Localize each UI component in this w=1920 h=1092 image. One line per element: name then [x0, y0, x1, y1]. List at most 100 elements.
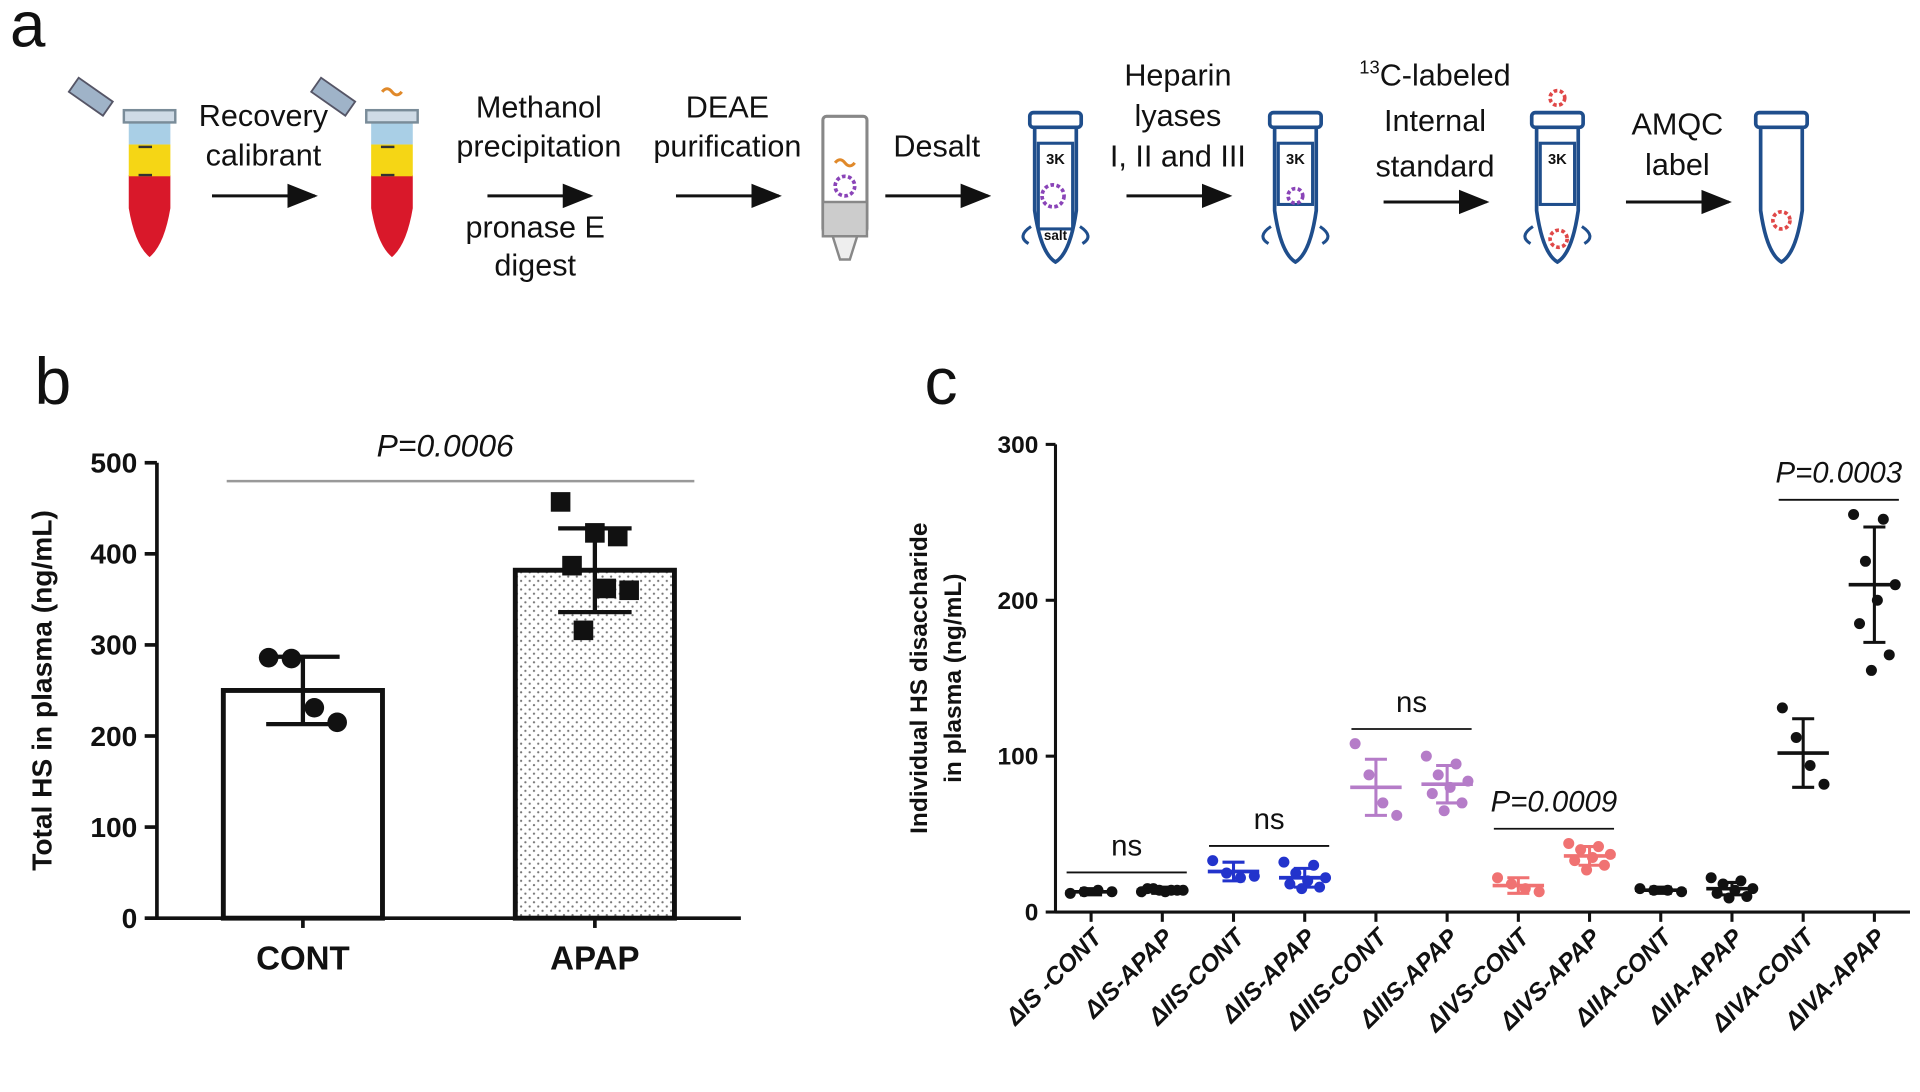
filter: [1276, 141, 1315, 206]
data-point: [1735, 875, 1747, 887]
data-point: [1207, 855, 1219, 867]
data-point: [1363, 769, 1375, 781]
data-point: [1563, 837, 1575, 849]
data-point: [573, 620, 594, 641]
data-point: [1248, 870, 1260, 882]
data-point: [1349, 738, 1361, 750]
data-point: [1391, 809, 1403, 821]
data-point: [281, 648, 302, 669]
gag: [833, 174, 857, 198]
y-axis-label: in plasma (ng/mL): [940, 574, 967, 783]
data-point: [1723, 892, 1735, 904]
column-tip: [831, 235, 859, 261]
squiggle: [380, 87, 403, 97]
pipette: [67, 76, 115, 117]
filter: [1036, 141, 1075, 231]
tube-hinge: [1021, 225, 1090, 245]
data-point: [619, 580, 639, 601]
data-point: [1865, 664, 1877, 676]
sample-red: [371, 175, 413, 258]
step-label: standard: [1375, 149, 1494, 183]
tube-rim: [122, 108, 177, 124]
sample-yellow: [371, 144, 413, 177]
y-tick-label: 500: [90, 448, 137, 479]
tube-label: 3K: [1046, 152, 1065, 168]
y-tick-label: 200: [90, 721, 137, 752]
step-label: calibrant: [206, 138, 322, 172]
data-point: [1290, 867, 1302, 879]
data-point: [1438, 805, 1450, 817]
data-point: [1308, 859, 1320, 871]
sample-top: [128, 119, 171, 145]
data-point: [1377, 797, 1389, 809]
step-label: I, II and III: [1110, 139, 1246, 173]
superscript: 13: [1359, 56, 1379, 77]
step-label: Methanol: [476, 91, 602, 125]
data-point: [1456, 797, 1468, 809]
step-label: purification: [653, 130, 801, 164]
data-point: [1717, 878, 1729, 890]
data-point: [1296, 883, 1308, 895]
significance-label: ns: [1111, 829, 1142, 862]
step-label: pronase E: [465, 210, 604, 244]
y-tick-label: 400: [90, 539, 137, 570]
y-tick-label: 0: [1025, 900, 1039, 927]
data-point: [562, 555, 582, 576]
data-point: [596, 578, 617, 599]
y-axis-label: Individual HS disaccharide: [906, 523, 933, 834]
data-point: [304, 697, 325, 718]
step-label: label: [1645, 148, 1710, 182]
tube-hinge: [1523, 225, 1592, 245]
significance-label: P=0.0006: [377, 428, 514, 464]
data-point: [1711, 887, 1723, 899]
y-tick-label: 200: [998, 588, 1039, 615]
significance-label: P=0.0009: [1491, 786, 1618, 819]
squiggle: [833, 158, 856, 168]
data-point: [585, 523, 605, 543]
data-point: [1848, 509, 1860, 521]
data-point: [1883, 649, 1895, 661]
filter: [1538, 141, 1577, 206]
data-point: [1705, 872, 1717, 884]
step-label: DEAE: [686, 91, 769, 125]
significance-label: ns: [1396, 686, 1427, 719]
data-point: [1776, 702, 1788, 714]
step-label-text: C-labeled: [1380, 59, 1511, 93]
tube-label: 3K: [1548, 152, 1567, 168]
significance-label: ns: [1254, 803, 1285, 836]
data-point: [1432, 769, 1444, 781]
data-point: [607, 526, 628, 547]
tube-rim: [365, 108, 419, 124]
tube-cap: [1027, 110, 1084, 130]
pipette: [309, 76, 357, 117]
data-point: [1741, 890, 1753, 902]
tube-hinge: [1261, 225, 1330, 245]
step-label: Recovery: [199, 99, 329, 133]
panel-label: b: [34, 345, 71, 419]
step-label: Internal: [1384, 104, 1486, 138]
data-point: [1790, 731, 1802, 743]
data-point: [1818, 778, 1830, 790]
data-point: [1278, 856, 1290, 868]
tube: [1753, 110, 1809, 265]
data-point: [1804, 760, 1816, 772]
data-point: [1492, 872, 1504, 884]
step-label: precipitation: [456, 130, 621, 164]
data-point: [550, 492, 571, 512]
label-red: [1548, 88, 1567, 108]
data-point: [258, 647, 279, 668]
data-point: [1871, 594, 1883, 606]
y-tick-label: 100: [998, 744, 1039, 771]
bar: [220, 688, 385, 921]
x-tick-label: APAP: [550, 941, 639, 978]
data-point: [1450, 758, 1462, 770]
column-resin: [821, 200, 869, 238]
data-point: [1598, 859, 1610, 871]
step-label: digest: [494, 248, 576, 282]
data-point: [1314, 881, 1326, 893]
y-tick-label: 0: [122, 903, 138, 934]
data-point: [327, 712, 347, 733]
sample-yellow: [128, 144, 171, 177]
data-point: [1877, 513, 1889, 525]
